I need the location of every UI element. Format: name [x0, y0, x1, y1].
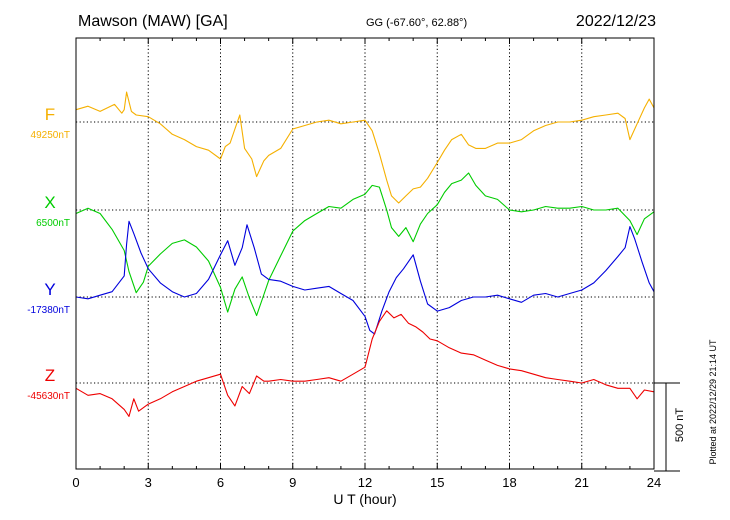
x-tick-label: 21 — [575, 475, 589, 490]
series-baseline-z: -45630nT — [27, 391, 70, 402]
series-baseline-f: 49250nT — [31, 130, 70, 141]
x-tick-label: 12 — [358, 475, 372, 490]
series-name-x: X — [44, 193, 55, 212]
series-lines — [75, 91, 655, 417]
vertical-grid — [147, 38, 583, 469]
series-name-z: Z — [45, 366, 55, 385]
station-coords: GG (-67.60°, 62.88°) — [366, 17, 467, 29]
series-line-x — [75, 172, 655, 317]
series-line-y — [75, 220, 655, 335]
x-axis-title: U T (hour) — [333, 491, 396, 507]
scale-bar-label: 500 nT — [674, 408, 686, 443]
series-labels: F 49250nT X 6500nT Y -17380nT Z -45630nT — [27, 105, 70, 402]
plotted-at-note: Plotted at 2022/12/29 21:14 UT — [708, 339, 718, 465]
plot-frame — [75, 37, 655, 470]
x-tick-label: 0 — [72, 475, 79, 490]
station-title: Mawson (MAW) [GA] — [78, 13, 228, 30]
series-name-y: Y — [44, 280, 55, 299]
scale-bar — [654, 382, 680, 472]
x-tick-label: 9 — [289, 475, 296, 490]
plot-date: 2022/12/23 — [576, 13, 656, 30]
x-axis-ticks: 0 3 6 9 12 15 18 21 24 — [72, 38, 661, 490]
series-baseline-x: 6500nT — [36, 218, 70, 229]
series-line-z — [75, 310, 655, 417]
series-line-f — [75, 91, 655, 204]
baseline-grid — [76, 121, 654, 384]
series-baseline-y: -17380nT — [27, 305, 70, 316]
x-tick-label: 15 — [430, 475, 444, 490]
x-tick-label: 6 — [217, 475, 224, 490]
x-tick-label: 18 — [502, 475, 516, 490]
series-name-f: F — [45, 105, 55, 124]
x-tick-label: 3 — [145, 475, 152, 490]
x-tick-label: 24 — [647, 475, 661, 490]
